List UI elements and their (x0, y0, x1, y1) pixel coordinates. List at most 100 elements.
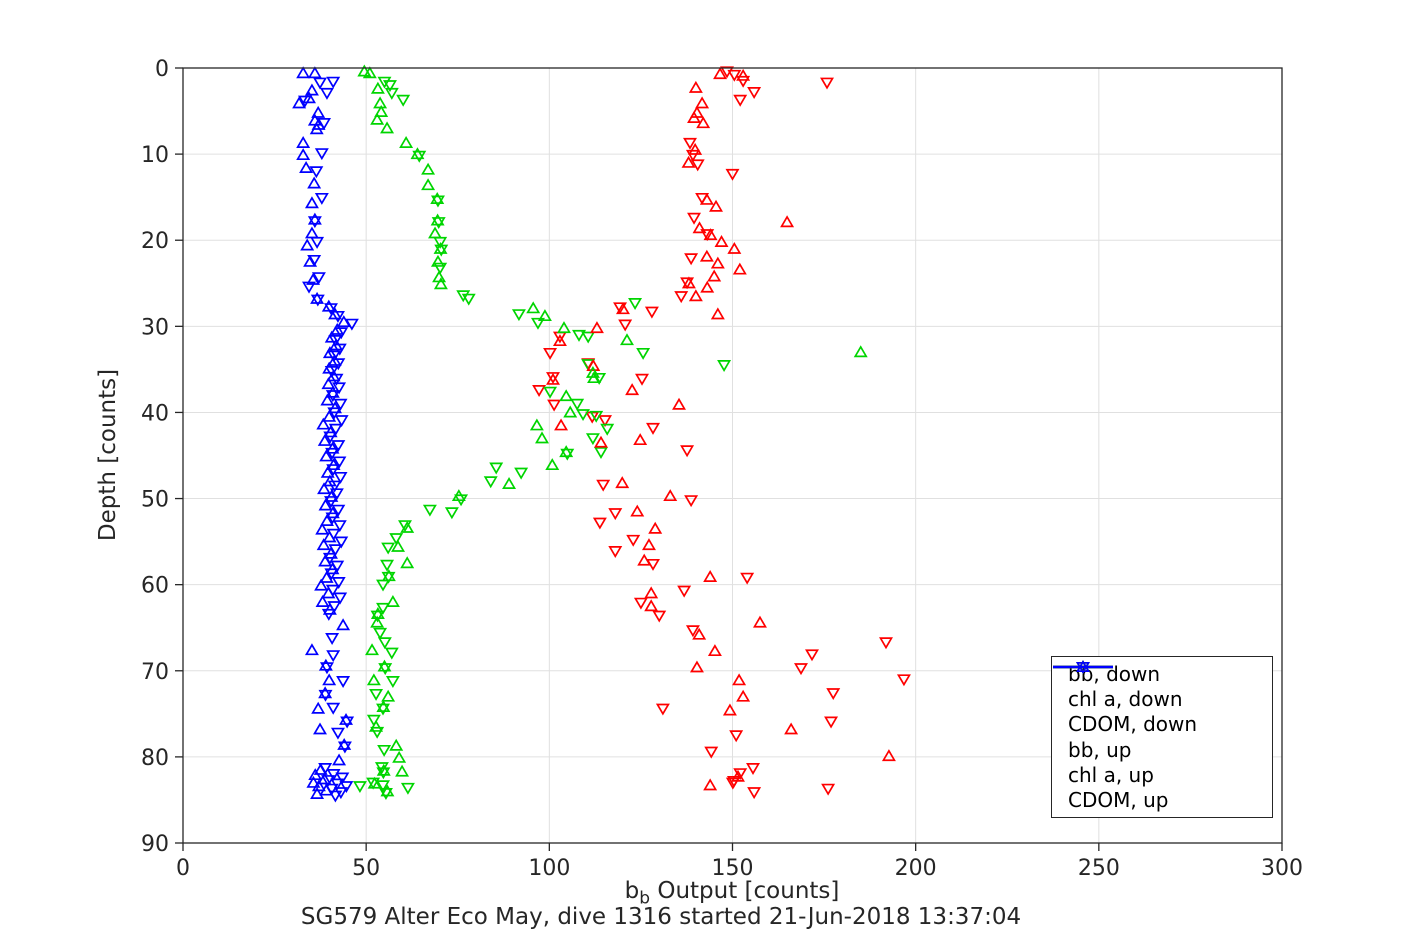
legend-item-cdom-up: CDOM, up (1052, 660, 1272, 813)
x-tick-label: 200 (895, 856, 937, 881)
data-point-marker (563, 405, 578, 418)
data-point-marker (315, 522, 330, 535)
data-point-marker (644, 599, 659, 612)
data-point-marker (625, 383, 640, 396)
legend-label: CDOM, up (1068, 788, 1169, 813)
data-point-marker (331, 577, 346, 589)
data-point-marker (325, 633, 340, 645)
data-point-marker (707, 644, 722, 657)
data-point-marker (710, 256, 725, 269)
data-point-marker (699, 249, 714, 262)
data-point-marker (324, 330, 339, 343)
data-point-marker (879, 637, 893, 650)
data-point-marker (381, 542, 396, 555)
y-tick-label: 70 (141, 660, 169, 685)
data-point-marker (725, 168, 740, 181)
data-point-marker (400, 782, 415, 795)
data-point-marker (727, 69, 742, 82)
data-point-marker (376, 767, 391, 780)
data-point-marker (530, 317, 545, 330)
data-point-marker (596, 479, 611, 492)
data-point-marker (333, 398, 348, 411)
data-point-marker (430, 192, 445, 204)
data-point-marker (320, 393, 335, 406)
series-chl-a-up (357, 64, 868, 797)
data-point-marker (336, 618, 351, 631)
data-point-marker (366, 673, 381, 686)
data-point-marker (326, 76, 341, 89)
x-tick-label: 0 (176, 856, 190, 881)
data-point-marker (784, 722, 799, 735)
data-point-marker (398, 520, 412, 533)
data-point-marker (690, 159, 705, 172)
data-point-marker (685, 149, 700, 162)
data-point-marker (502, 477, 517, 489)
data-point-marker (727, 241, 742, 254)
data-point-marker (677, 585, 692, 598)
data-point-marker (421, 178, 436, 191)
data-point-marker (304, 226, 319, 239)
data-point-marker (319, 783, 334, 796)
data-point-marker (389, 738, 404, 751)
data-point-marker (461, 293, 476, 306)
data-point-marker (296, 66, 311, 79)
data-point-marker (306, 272, 321, 285)
data-point-marker (306, 775, 321, 788)
data-point-marker (586, 359, 601, 371)
data-point-marker (382, 80, 397, 93)
data-point-marker (644, 586, 659, 599)
data-point-marker (381, 569, 396, 582)
data-point-marker (296, 148, 311, 161)
data-point-marker (552, 334, 567, 347)
data-point-marker (746, 763, 760, 775)
data-point-marker (600, 423, 615, 436)
data-point-marker (317, 433, 332, 446)
data-point-marker (633, 433, 648, 446)
data-point-marker (319, 570, 334, 583)
data-point-marker (307, 216, 322, 229)
data-point-marker (729, 730, 744, 743)
data-point-marker (824, 716, 839, 729)
data-point-marker (545, 458, 560, 471)
data-point-marker (576, 409, 591, 422)
data-point-marker (736, 68, 751, 81)
data-point-marker (327, 353, 342, 366)
data-point-marker (646, 422, 660, 435)
data-point-marker (696, 116, 711, 129)
data-point-marker (752, 615, 767, 628)
data-point-marker (373, 627, 388, 640)
data-point-marker (384, 647, 399, 660)
data-point-marker (335, 772, 350, 785)
data-point-marker (381, 689, 396, 702)
data-point-marker (324, 489, 339, 502)
data-point-marker (559, 389, 574, 402)
data-point-marker (330, 727, 345, 740)
data-point-marker (526, 301, 541, 314)
y-axis-label: Depth [counts] (95, 368, 121, 542)
data-point-marker (322, 474, 337, 487)
data-point-marker (529, 418, 544, 431)
data-point-marker (630, 504, 645, 517)
data-point-marker (366, 714, 381, 727)
data-point-marker (320, 465, 335, 478)
data-point-marker (330, 322, 345, 335)
data-point-marker (400, 520, 415, 533)
data-point-marker (370, 726, 385, 739)
data-point-marker (422, 504, 437, 517)
y-tick-label: 10 (141, 143, 169, 168)
data-point-marker (747, 87, 762, 99)
data-point-marker (376, 763, 391, 776)
y-tick-label: 50 (141, 488, 169, 513)
data-point-marker (322, 361, 337, 374)
data-point-marker (299, 161, 314, 173)
series-bb-up (546, 67, 896, 791)
data-point-marker (559, 445, 574, 458)
data-point-marker (376, 700, 391, 712)
x-tick-label: 250 (1078, 856, 1120, 881)
data-point-marker (303, 254, 318, 267)
x-tick-label: 300 (1261, 856, 1303, 881)
data-point-marker (319, 87, 334, 100)
x-tick-label: 100 (528, 856, 570, 881)
legend-item-chl-a-down: chl a, down (1052, 661, 1272, 711)
data-point-marker (680, 277, 695, 290)
